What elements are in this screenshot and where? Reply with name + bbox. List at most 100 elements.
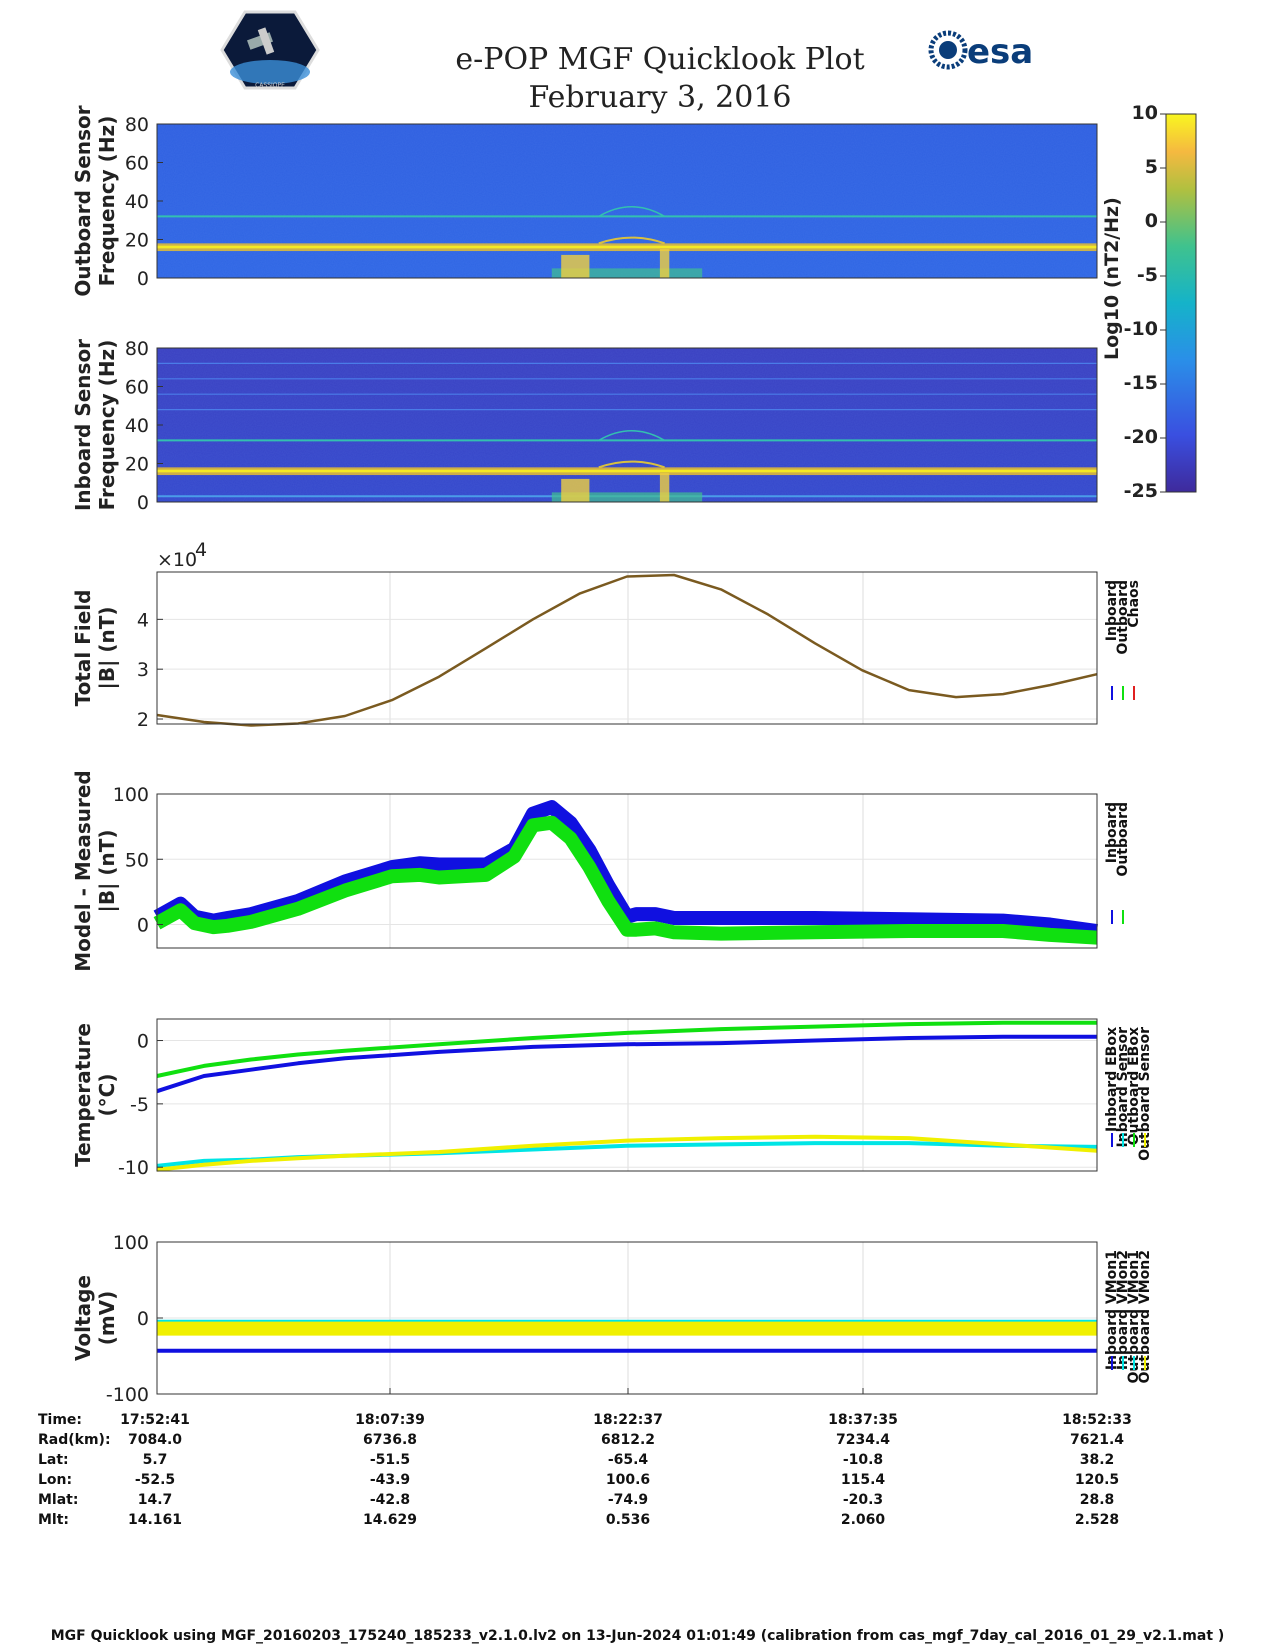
spectrogram-burst: [659, 249, 670, 278]
spectrogram-burst: [551, 268, 703, 278]
y-tick-label: 80: [125, 338, 149, 360]
temperature-panel: 0 -5 -10 Temperature (°C) Inboard EBoxInboard…: [71, 1018, 1153, 1179]
y-tick-label: -10: [118, 1157, 149, 1179]
y-tick-label: 40: [125, 415, 149, 437]
y-tick-label: 60: [125, 153, 149, 175]
legend-label: Inboard VMon1: [1104, 1250, 1120, 1370]
ephemeris-cell: 38.2: [1079, 1452, 1115, 1468]
ephemeris-cell: -20.3: [842, 1492, 884, 1508]
ephemeris-cell: -42.8: [369, 1492, 411, 1508]
y-tick-label: 0: [137, 268, 149, 290]
series-line-outboard-ebox: [156, 1020, 1097, 1078]
colorbar: 10 5 0 -5 -10 -15 -20 -25 Log10 (nT2/Hz): [1101, 102, 1197, 502]
footer-caption: MGF Quicklook using MGF_20160203_175240_…: [50, 1628, 1225, 1644]
y-axis-label-line1: Voltage: [71, 1275, 95, 1361]
ephemeris-cell: 6812.2: [600, 1432, 656, 1448]
ephemeris-cell: 120.5: [1074, 1472, 1120, 1488]
ephemeris-row-label: Mlat:: [38, 1492, 79, 1508]
y-tick-label: 0: [137, 1031, 149, 1053]
y-tick-label: -100: [106, 1384, 149, 1406]
ephemeris-cell: 18:37:35: [828, 1412, 898, 1428]
axes-frame: [156, 347, 1098, 503]
ephemeris-row-label: Rad(km):: [38, 1432, 111, 1448]
ephemeris-cell: 14.7: [137, 1492, 173, 1508]
svg-text:esa: esa: [967, 32, 1033, 72]
legend-label: Outboard EBox: [1126, 1027, 1142, 1145]
axes-frame: [156, 1241, 1098, 1395]
page-subtitle: February 3, 2016: [528, 80, 792, 115]
spectrogram-feature: [598, 206, 665, 218]
ephemeris-cell: 7234.4: [835, 1432, 891, 1448]
y-tick-label: -5: [130, 1094, 149, 1116]
y-tick-label: 0: [137, 492, 149, 514]
spectrogram-feature: [598, 460, 665, 469]
ephemeris-cell: 5.7: [142, 1452, 168, 1468]
colorbar-tick-label: -20: [1124, 426, 1158, 448]
legend-label: Inboard: [1104, 580, 1120, 641]
y-tick-label: 50: [125, 849, 149, 871]
axes-frame: [156, 571, 1098, 725]
ephemeris-cell: 2.060: [840, 1512, 886, 1528]
legend-label: Inboard: [1104, 802, 1120, 863]
inboard-spectrogram-panel: 80 60 40 20 0 Inboard Sensor Frequency (Hz): [71, 338, 1098, 514]
y-axis-label-line1: Inboard Sensor: [71, 339, 95, 511]
ephemeris-cell: -52.5: [134, 1472, 176, 1488]
outboard-spectrogram-panel: 80 60 40 20 0 Outboard Sensor Frequency (Hz): [71, 105, 1098, 297]
colorbar-tick-label: -10: [1124, 318, 1158, 340]
series-line-inboard: [153, 800, 1098, 938]
colorbar-tick-label: -5: [1137, 264, 1158, 286]
spectrogram-burst: [561, 254, 590, 278]
colorbar-tick-label: -25: [1124, 480, 1158, 502]
y-tick-label: 0: [137, 915, 149, 937]
y-tick-label: 100: [113, 784, 149, 806]
spectrogram-band-core: [157, 469, 1097, 473]
ephemeris-cell: 7084.0: [127, 1432, 183, 1448]
ephemeris-row-label: Mlt:: [38, 1512, 70, 1528]
ephemeris-cell: 14.161: [127, 1512, 183, 1528]
ephemeris-cell: -74.9: [607, 1492, 649, 1508]
y-axis-label-line1: Temperature: [71, 1023, 95, 1167]
y-tick-label: 0: [137, 1308, 149, 1330]
y-tick-label: 2: [137, 709, 149, 731]
y-tick-label: 80: [125, 114, 149, 136]
series-line-inboard-ebox: [156, 1034, 1097, 1094]
axes-frame: [156, 1018, 1098, 1172]
legend-label: Inboard VMon2: [1115, 1250, 1131, 1370]
ephemeris-cell: -65.4: [607, 1452, 649, 1468]
y-tick-label: 4: [137, 609, 149, 631]
series-line-inboard-sensor: [156, 1141, 1098, 1168]
axes-frame: [156, 123, 1098, 279]
series-line-outboard: [153, 815, 1098, 945]
ephemeris-cell: 18:07:39: [355, 1412, 425, 1428]
ephemeris-cell: 7621.4: [1069, 1432, 1125, 1448]
y-tick-label: 3: [137, 659, 149, 681]
spectrogram-burst: [551, 492, 703, 502]
colorbar-tick-label: 5: [1145, 156, 1158, 178]
ephemeris-row-label: Lat:: [38, 1452, 69, 1468]
ephemeris-cell: -51.5: [369, 1452, 411, 1468]
svg-text:CASSIOPE: CASSIOPE: [255, 82, 285, 89]
ephemeris-cell: -10.8: [842, 1452, 884, 1468]
ephemeris-cell: -43.9: [369, 1472, 411, 1488]
y-axis-multiplier: ×10: [157, 549, 197, 571]
colorbar-label: Log10 (nT2/Hz): [1101, 197, 1123, 360]
y-axis-label-line2: Frequency (Hz): [95, 116, 119, 287]
spectrogram-burst: [659, 473, 670, 502]
series-line-total-field: [156, 573, 1098, 727]
legend-label: Chaos: [1126, 580, 1142, 628]
y-axis-label-line2: (°C): [95, 1074, 119, 1117]
ephemeris-cell: 14.629: [362, 1512, 418, 1528]
legend-label: Outboard: [1115, 580, 1131, 655]
ephemeris-cell: 0.536: [605, 1512, 651, 1528]
legend-label: Outboard VMon1: [1126, 1250, 1142, 1384]
y-axis-label-line1: Outboard Sensor: [71, 105, 95, 296]
esa-logo: esa: [928, 30, 1033, 72]
legend-label: Outboard Sensor: [1137, 1027, 1153, 1161]
legend-label: Outboard VMon2: [1137, 1250, 1153, 1384]
y-axis-label-line2: Frequency (Hz): [95, 340, 119, 511]
y-axis-label-line2: |B| (nT): [95, 607, 119, 690]
ephemeris-cell: 2.528: [1074, 1512, 1120, 1528]
spectrogram-burst: [561, 478, 590, 502]
y-tick-label: 20: [125, 230, 149, 252]
